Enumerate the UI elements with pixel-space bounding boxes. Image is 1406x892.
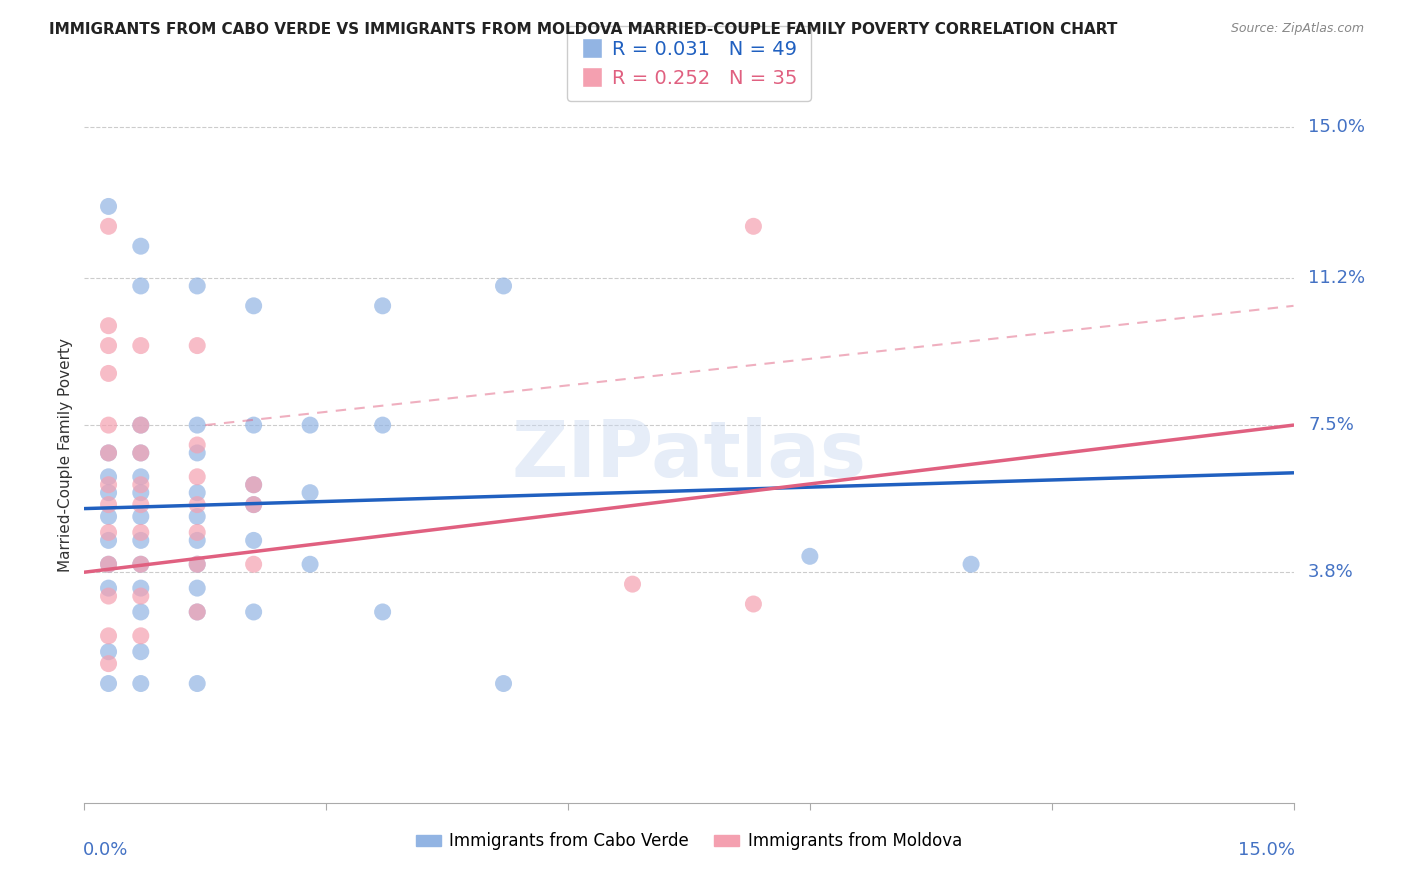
- Point: [242, 299, 264, 313]
- Point: [129, 477, 152, 491]
- Point: [186, 498, 208, 512]
- Point: [97, 645, 120, 659]
- Point: [129, 509, 152, 524]
- Point: [129, 525, 152, 540]
- Point: [242, 533, 264, 548]
- Legend: Immigrants from Cabo Verde, Immigrants from Moldova: Immigrants from Cabo Verde, Immigrants f…: [409, 826, 969, 857]
- Text: 0.0%: 0.0%: [83, 841, 128, 859]
- Point: [129, 629, 152, 643]
- Point: [129, 446, 152, 460]
- Point: [186, 605, 208, 619]
- Point: [621, 577, 644, 591]
- Point: [186, 338, 208, 352]
- Point: [186, 509, 208, 524]
- Text: 15.0%: 15.0%: [1308, 118, 1365, 136]
- Point: [97, 525, 120, 540]
- Text: Source: ZipAtlas.com: Source: ZipAtlas.com: [1230, 22, 1364, 36]
- Point: [299, 558, 322, 572]
- Point: [242, 558, 264, 572]
- Text: 7.5%: 7.5%: [1308, 416, 1354, 434]
- Point: [492, 279, 515, 293]
- Point: [97, 418, 120, 433]
- Point: [186, 418, 208, 433]
- Point: [97, 477, 120, 491]
- Point: [129, 470, 152, 484]
- Point: [97, 199, 120, 213]
- Point: [371, 418, 394, 433]
- Point: [129, 446, 152, 460]
- Point: [186, 446, 208, 460]
- Point: [186, 558, 208, 572]
- Point: [242, 605, 264, 619]
- Point: [97, 498, 120, 512]
- Point: [129, 645, 152, 659]
- Text: 11.2%: 11.2%: [1308, 269, 1365, 287]
- Point: [97, 338, 120, 352]
- Point: [129, 418, 152, 433]
- Point: [186, 676, 208, 690]
- Point: [97, 446, 120, 460]
- Point: [129, 558, 152, 572]
- Point: [129, 558, 152, 572]
- Point: [97, 509, 120, 524]
- Point: [242, 418, 264, 433]
- Point: [186, 485, 208, 500]
- Text: 15.0%: 15.0%: [1237, 841, 1295, 859]
- Point: [186, 581, 208, 595]
- Text: 3.8%: 3.8%: [1308, 563, 1354, 582]
- Point: [299, 418, 322, 433]
- Point: [129, 485, 152, 500]
- Point: [97, 581, 120, 595]
- Point: [97, 367, 120, 381]
- Point: [299, 485, 322, 500]
- Point: [97, 589, 120, 603]
- Point: [186, 558, 208, 572]
- Point: [186, 533, 208, 548]
- Point: [186, 438, 208, 452]
- Point: [97, 533, 120, 548]
- Point: [97, 629, 120, 643]
- Point: [97, 676, 120, 690]
- Point: [97, 446, 120, 460]
- Point: [186, 605, 208, 619]
- Point: [97, 558, 120, 572]
- Point: [129, 533, 152, 548]
- Point: [129, 581, 152, 595]
- Point: [242, 498, 264, 512]
- Text: ZIPatlas: ZIPatlas: [512, 417, 866, 493]
- Text: IMMIGRANTS FROM CABO VERDE VS IMMIGRANTS FROM MOLDOVA MARRIED-COUPLE FAMILY POVE: IMMIGRANTS FROM CABO VERDE VS IMMIGRANTS…: [49, 22, 1118, 37]
- Point: [371, 299, 394, 313]
- Point: [97, 558, 120, 572]
- Point: [242, 477, 264, 491]
- Point: [129, 338, 152, 352]
- Point: [97, 318, 120, 333]
- Point: [97, 657, 120, 671]
- Point: [742, 597, 765, 611]
- Point: [97, 470, 120, 484]
- Point: [186, 279, 208, 293]
- Point: [186, 470, 208, 484]
- Point: [242, 477, 264, 491]
- Point: [492, 676, 515, 690]
- Point: [129, 589, 152, 603]
- Point: [129, 605, 152, 619]
- Point: [242, 498, 264, 512]
- Point: [186, 525, 208, 540]
- Point: [97, 219, 120, 234]
- Point: [960, 558, 983, 572]
- Point: [371, 605, 394, 619]
- Point: [129, 239, 152, 253]
- Point: [97, 485, 120, 500]
- Point: [799, 549, 821, 564]
- Point: [742, 219, 765, 234]
- Point: [129, 676, 152, 690]
- Point: [129, 279, 152, 293]
- Point: [129, 498, 152, 512]
- Y-axis label: Married-Couple Family Poverty: Married-Couple Family Poverty: [58, 338, 73, 572]
- Point: [129, 418, 152, 433]
